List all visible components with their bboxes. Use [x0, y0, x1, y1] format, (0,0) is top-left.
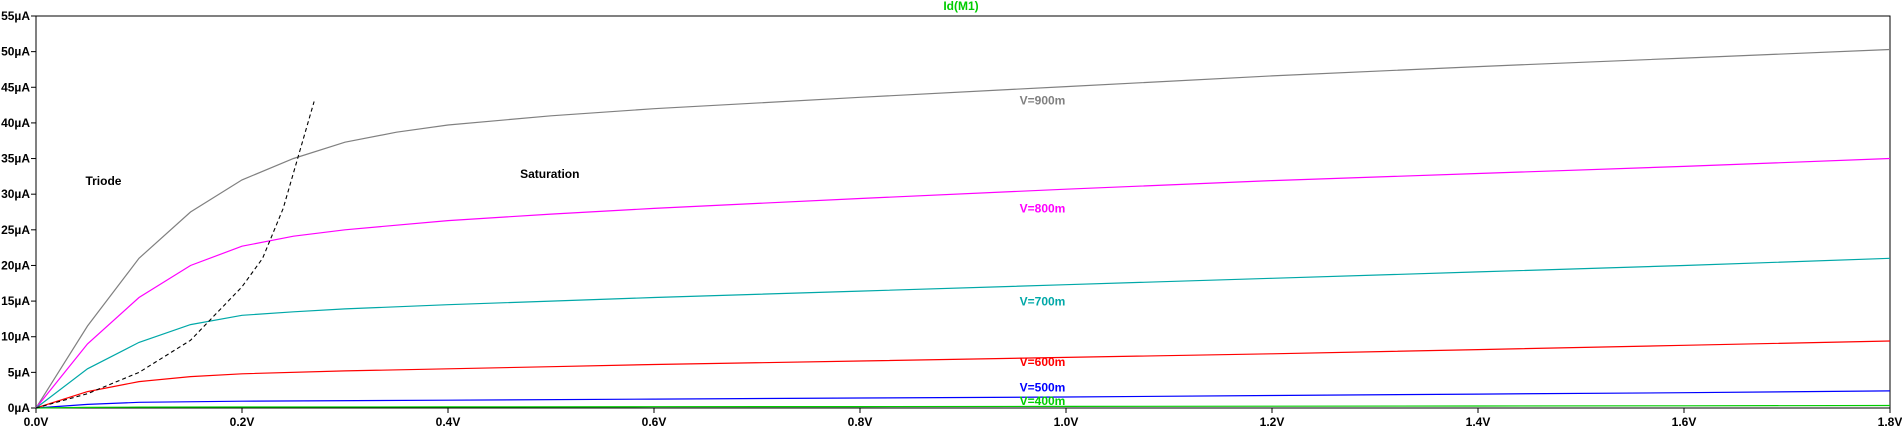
series-label: V=800m — [1020, 202, 1066, 216]
plot-frame — [35, 15, 1891, 409]
x-tick-label: 0.8V — [848, 415, 873, 428]
region-annotation: Saturation — [520, 167, 579, 181]
y-tick-label: 5µA — [8, 365, 31, 379]
x-axis: 0.0V 0.2V 0.4V 0.6V 0.8V 1.0V 1.2V 1.4V 1.6V 1.8V — [24, 408, 1902, 428]
y-tick-label: 55µA — [1, 9, 30, 23]
triode-saturation-boundary — [35, 101, 315, 409]
series-line — [35, 340, 1891, 409]
y-tick-label: 45µA — [1, 80, 30, 94]
y-tick-label: 40µA — [1, 116, 30, 130]
y-tick-label: 50µA — [1, 45, 30, 59]
series-line — [35, 404, 1891, 409]
series-line — [35, 48, 1891, 409]
series-label: V=600m — [1020, 355, 1066, 369]
y-tick-label: 35µA — [1, 152, 30, 166]
y-tick-label: 10µA — [1, 330, 30, 344]
x-tick-label: 0.2V — [230, 415, 255, 428]
series-label: V=900m — [1020, 93, 1066, 107]
series-line — [35, 257, 1891, 409]
x-tick-label: 1.2V — [1260, 415, 1285, 428]
region-annotation: Triode — [85, 174, 121, 188]
boundary-line — [35, 101, 315, 409]
x-tick-label: 1.8V — [1878, 415, 1902, 428]
x-tick-label: 0.6V — [642, 415, 667, 428]
x-tick-label: 1.4V — [1466, 415, 1491, 428]
y-tick-label: 15µA — [1, 294, 30, 308]
series-label: V=400m — [1020, 394, 1066, 408]
chart-title: Id(M1) — [943, 0, 978, 13]
y-tick-label: 20µA — [1, 258, 30, 272]
series-label: V=700m — [1020, 294, 1066, 308]
series-label: V=500m — [1020, 381, 1066, 395]
y-axis: 0µA 5µA 10µA 15µA 20µA 25µA 30µA 35µA 40µA 45µA 50… — [1, 9, 36, 415]
y-tick-label: 25µA — [1, 223, 30, 237]
x-tick-label: 1.6V — [1672, 415, 1697, 428]
x-tick-label: 0.0V — [24, 415, 49, 428]
y-tick-label: 0µA — [8, 401, 31, 415]
x-tick-label: 0.4V — [436, 415, 461, 428]
region-annotations: Triode Saturation — [85, 167, 579, 188]
series-line — [35, 157, 1891, 409]
series-layer — [35, 48, 1891, 409]
series-line — [35, 390, 1891, 409]
y-tick-label: 30µA — [1, 187, 30, 201]
x-tick-label: 1.0V — [1054, 415, 1079, 428]
